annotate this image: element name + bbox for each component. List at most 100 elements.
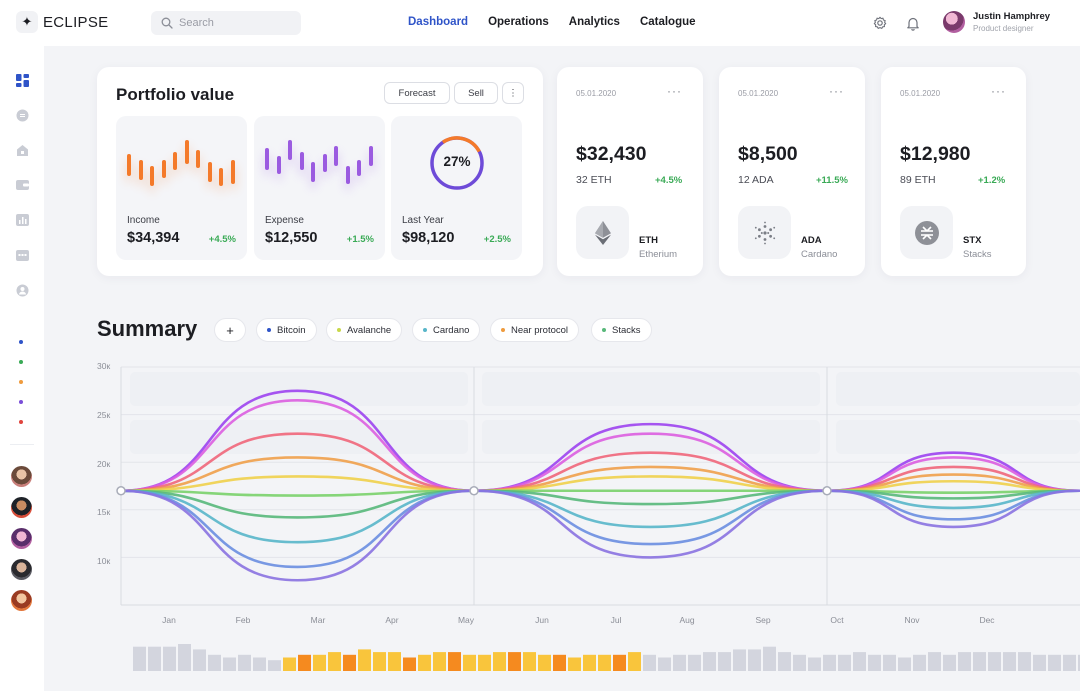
- sparkline-bar: [196, 150, 200, 168]
- coin-price: $8,500: [738, 143, 798, 165]
- sparkline-bar: [276, 156, 281, 174]
- logo[interactable]: ✦ ECLIPSE: [16, 11, 108, 33]
- add-series-button[interactable]: +: [214, 318, 246, 342]
- volume-bar: [448, 652, 461, 671]
- user-profile[interactable]: Justin Hamphrey Product designer: [943, 11, 1050, 33]
- stacks-dot[interactable]: [19, 360, 23, 364]
- volume-bar: [808, 657, 821, 671]
- filter-bitcoin[interactable]: Bitcoin: [256, 318, 317, 342]
- bell-icon[interactable]: [904, 14, 922, 32]
- volume-bar: [148, 646, 161, 671]
- volume-bar: [433, 652, 446, 671]
- volume-bar: [388, 652, 401, 671]
- coin-date: 05.01.2020: [576, 89, 617, 98]
- lock-icon[interactable]: [14, 142, 30, 158]
- series-line: [120, 399, 1080, 493]
- sparkline-bar: [173, 152, 177, 170]
- coin-symbol: ADA: [801, 235, 822, 246]
- bitcoin-dot[interactable]: [19, 340, 23, 344]
- sparkline-bar: [311, 162, 315, 182]
- filter-stacks[interactable]: Stacks: [591, 318, 652, 342]
- series-line: [120, 432, 1080, 493]
- coin-name: Stacks: [963, 249, 992, 260]
- search-input[interactable]: [179, 17, 289, 29]
- coin-amount: 32 ETH: [576, 174, 612, 186]
- volume-bar: [883, 654, 896, 671]
- user-icon[interactable]: [14, 282, 30, 298]
- y-tick-label: 10к: [97, 556, 111, 566]
- contact-avatar[interactable]: [11, 590, 32, 611]
- coin-card-eth[interactable]: 05.01.2020 ··· $32,430 32 ETH +4.5% ETH …: [557, 67, 703, 276]
- income-panel[interactable]: Income $34,394 +4.5%: [116, 116, 247, 260]
- more-button[interactable]: ⋮: [502, 82, 524, 104]
- sparkline-bar: [299, 152, 304, 170]
- chart-icon[interactable]: [14, 212, 30, 228]
- volume-bar: [898, 657, 911, 671]
- gear-icon[interactable]: [871, 14, 889, 32]
- coin-change: +11.5%: [816, 175, 848, 186]
- series-line: [120, 489, 1080, 519]
- volume-bar: [493, 652, 506, 671]
- filter-avalanche[interactable]: Avalanche: [326, 318, 403, 342]
- red-dot[interactable]: [19, 420, 23, 424]
- sparkline-bar: [219, 168, 223, 186]
- filter-near-protocol[interactable]: Near protocol: [490, 318, 580, 342]
- y-tick-label: 20к: [97, 459, 111, 469]
- contact-avatar[interactable]: [11, 559, 32, 580]
- coin-menu-button[interactable]: ···: [829, 84, 844, 98]
- volume-bar: [223, 657, 236, 671]
- nav-catalogue[interactable]: Catalogue: [639, 16, 696, 28]
- series-line: [120, 475, 1080, 493]
- legend-dot: [501, 328, 505, 332]
- volume-bar: [238, 654, 251, 671]
- volume-bar: [763, 646, 776, 671]
- last-year-panel[interactable]: 27% Last Year $98,120 +2.5%: [391, 116, 522, 260]
- dashboard-icon[interactable]: [14, 72, 30, 88]
- volume-bar: [853, 652, 866, 671]
- forecast-button[interactable]: Forecast: [384, 82, 450, 104]
- near-dot[interactable]: [19, 380, 23, 384]
- series-line: [120, 456, 1080, 493]
- search-box[interactable]: [151, 11, 301, 35]
- x-tick-label: May: [457, 615, 475, 625]
- contact-avatar[interactable]: [11, 497, 32, 518]
- volume-bar: [463, 654, 476, 671]
- portfolio-title: Portfolio value: [116, 85, 235, 104]
- last-year-label: Last Year: [402, 215, 444, 226]
- volume-bar: [133, 646, 146, 671]
- nav-dashboard[interactable]: Dashboard: [408, 16, 469, 28]
- contact-avatar[interactable]: [11, 528, 32, 549]
- chart-panel: [482, 420, 820, 454]
- coin-menu-button[interactable]: ···: [991, 84, 1006, 98]
- purple-dot[interactable]: [19, 400, 23, 404]
- volume-bar: [613, 654, 626, 671]
- volume-bar: [1003, 652, 1016, 671]
- coin-name: Etherium: [639, 249, 678, 260]
- main-nav: Dashboard Operations Analytics Catalogue: [408, 16, 696, 28]
- expense-panel[interactable]: Expense $12,550 +1.5%: [254, 116, 385, 260]
- contact-avatar[interactable]: [11, 466, 32, 487]
- sell-button[interactable]: Sell: [454, 82, 498, 104]
- volume-bar: [778, 652, 791, 671]
- coin-menu-button[interactable]: ···: [667, 84, 682, 98]
- coin-card-ada[interactable]: 05.01.2020 ··· $8,500 12 ADA +11.5% ADA …: [719, 67, 865, 276]
- volume-bar: [478, 654, 491, 671]
- expense-label: Expense: [265, 215, 304, 226]
- volume-bar: [868, 654, 881, 671]
- sparkline-bar: [161, 160, 166, 178]
- coin-icon[interactable]: [14, 107, 30, 123]
- nav-operations[interactable]: Operations: [488, 16, 549, 28]
- coin-date: 05.01.2020: [738, 89, 779, 98]
- coin-symbol: ETH: [639, 235, 658, 246]
- nav-analytics[interactable]: Analytics: [568, 16, 620, 28]
- volume-bar: [748, 649, 761, 671]
- coin-card-stx[interactable]: 05.01.2020 ··· $12,980 89 ETH +1.2% STX …: [881, 67, 1026, 276]
- coin-amount: 89 ETH: [900, 174, 936, 186]
- volume-bar: [253, 657, 266, 671]
- volume-bar: [973, 652, 986, 671]
- volume-bar: [328, 652, 341, 671]
- calendar-icon[interactable]: [14, 247, 30, 263]
- wallet-icon[interactable]: [14, 177, 30, 193]
- volume-bar: [568, 657, 581, 671]
- filter-cardano[interactable]: Cardano: [412, 318, 481, 342]
